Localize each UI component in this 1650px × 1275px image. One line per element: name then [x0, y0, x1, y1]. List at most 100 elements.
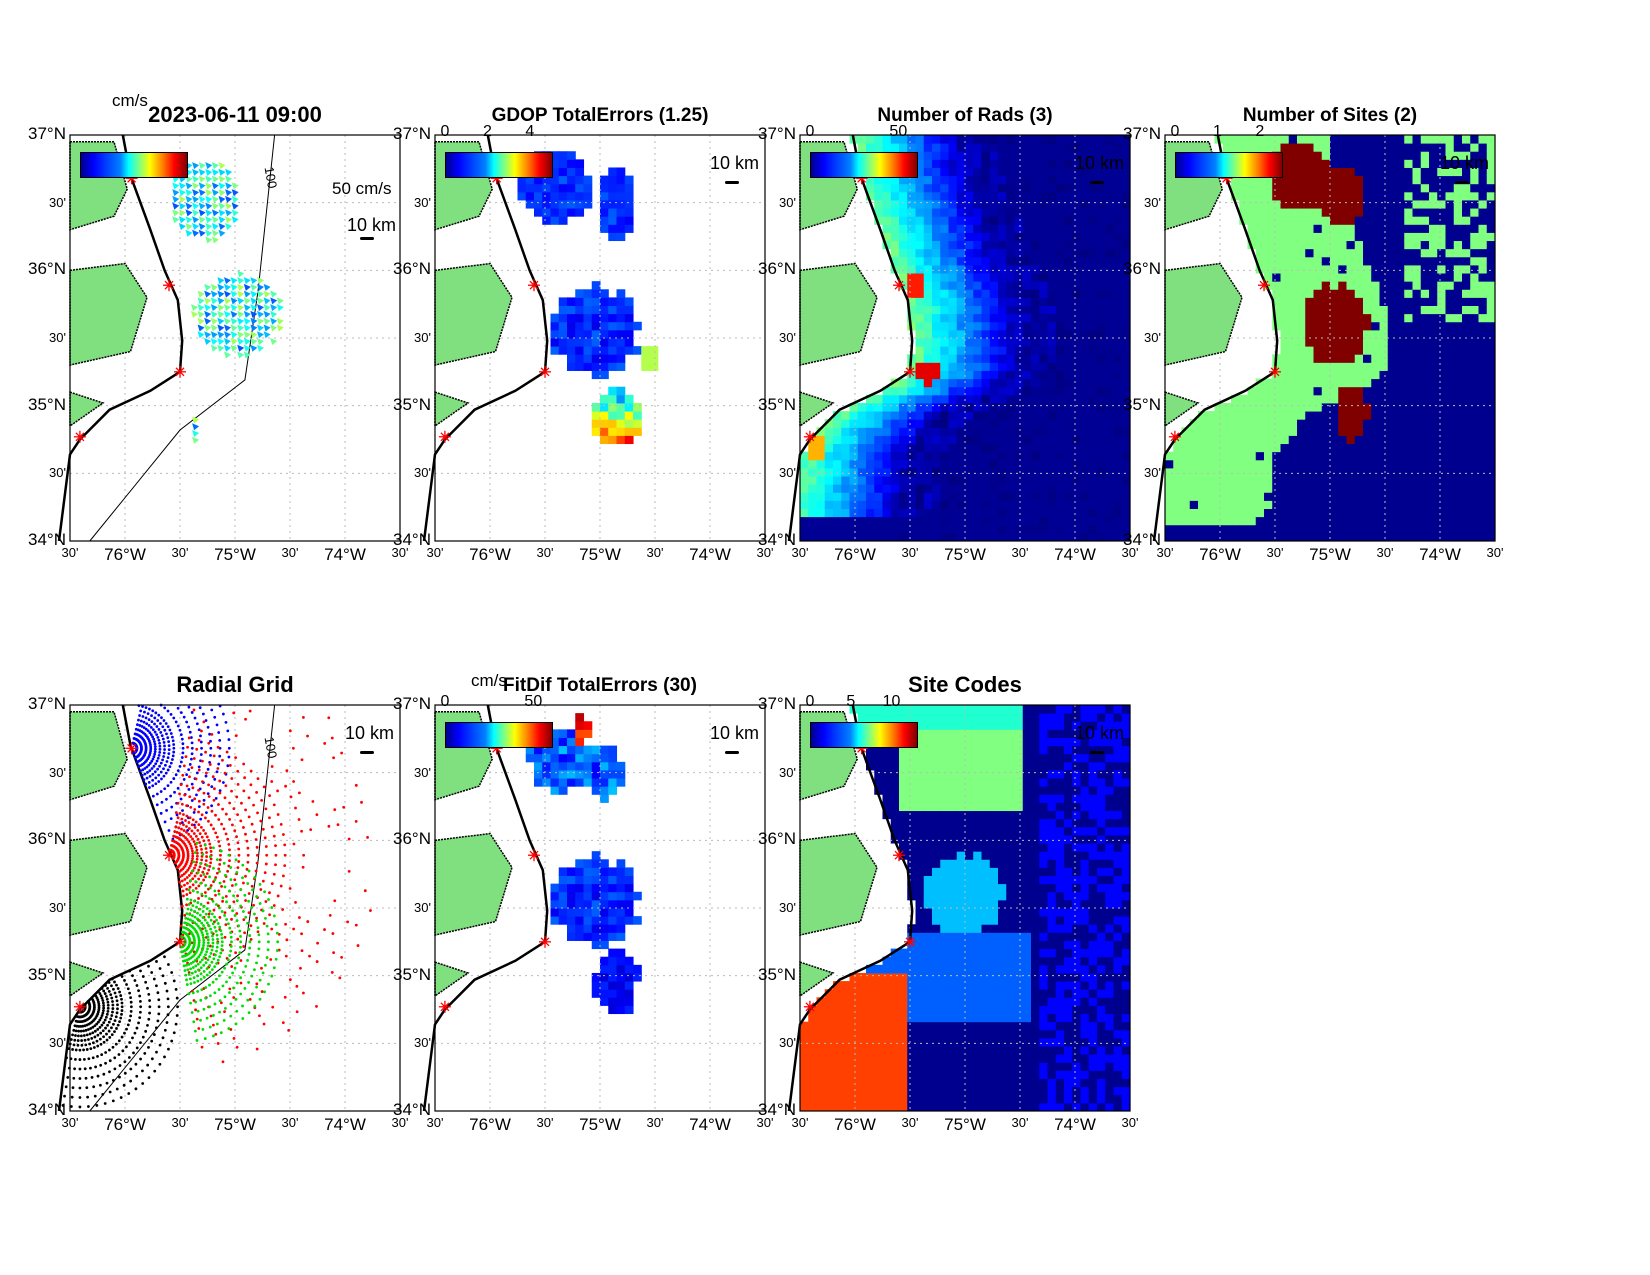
grid-cell: [1486, 264, 1496, 274]
grid-cell: [1462, 240, 1471, 250]
radial-grid-point: [176, 816, 180, 820]
grid-cell: [1313, 459, 1323, 469]
grid-cell: [1239, 484, 1249, 493]
grid-cell: [915, 370, 925, 380]
grid-cell: [1072, 199, 1082, 209]
grid-cell: [1173, 524, 1183, 534]
grid-cell: [1379, 378, 1389, 388]
grid-cell: [1105, 289, 1115, 298]
radial-grid-point: [217, 731, 221, 734]
grid-cell: [857, 443, 867, 453]
grid-cell: [965, 159, 974, 168]
grid-cell: [1264, 386, 1273, 396]
current-vector: [217, 338, 225, 345]
grid-cell: [1264, 532, 1273, 542]
grid-cell: [1478, 443, 1488, 453]
grid-cell: [1429, 411, 1438, 420]
radial-grid-point: [272, 904, 276, 907]
grid-cell: [1478, 273, 1488, 282]
grid-cell: [1255, 386, 1265, 396]
radial-grid-point: [160, 734, 164, 738]
radial-grid-point: [210, 733, 214, 736]
grid-cell: [1486, 183, 1496, 193]
grid-cell: [1346, 508, 1356, 518]
grid-cell: [981, 159, 991, 168]
radial-grid-point: [171, 739, 175, 743]
grid-cell: [1321, 273, 1331, 282]
grid-cell: [1346, 232, 1356, 242]
grid-cell: [998, 524, 1007, 534]
grid-cell: [1338, 435, 1348, 445]
radial-grid-point: [193, 866, 196, 870]
grid-cell: [1121, 370, 1131, 380]
grid-cell: [1396, 167, 1405, 177]
radial-grid-point: [363, 889, 367, 893]
grid-cell: [1363, 508, 1372, 518]
grid-cell: [1462, 183, 1471, 193]
grid-cell: [1031, 313, 1040, 323]
grid-cell: [989, 394, 999, 404]
grid-cell: [1080, 208, 1090, 217]
grid-cell: [1255, 524, 1265, 534]
radial-grid-point: [186, 852, 190, 856]
grid-cell: [1387, 427, 1397, 436]
grid-cell: [1387, 329, 1397, 339]
grid-cell: [932, 329, 941, 339]
current-vector: [172, 182, 180, 190]
radial-grid-point: [169, 712, 173, 716]
radial-grid-point: [147, 718, 151, 722]
grid-cell: [1420, 386, 1430, 396]
grid-cell: [1022, 492, 1032, 501]
grid-cell: [989, 492, 999, 501]
grid-cell: [1379, 524, 1389, 534]
grid-cell: [989, 289, 999, 298]
grid-cell: [1031, 500, 1040, 509]
radial-grid-point: [327, 824, 331, 828]
grid-cell: [1297, 191, 1306, 201]
grid-cell: [1330, 305, 1339, 315]
grid-cell: [1022, 370, 1032, 380]
grid-cell: [1330, 329, 1339, 339]
grid-cell: [1039, 313, 1049, 323]
grid-cell: [923, 370, 933, 380]
grid-cell: [1047, 443, 1057, 453]
radial-grid-point: [161, 758, 165, 762]
current-vector: [250, 310, 258, 318]
grid-cell: [1039, 516, 1049, 526]
grid-cell: [591, 362, 601, 371]
grid-cell: [600, 191, 609, 201]
grid-cell: [932, 151, 941, 160]
grid-cell: [1121, 232, 1131, 242]
grid-cell: [833, 443, 842, 453]
grid-cell: [808, 516, 818, 526]
grid-cell: [899, 419, 908, 428]
grid-cell: [525, 175, 535, 185]
grid-cell: [932, 289, 941, 298]
grid-cell: [1313, 451, 1323, 461]
grid-cell: [1113, 419, 1123, 428]
grid-cell: [948, 411, 958, 420]
grid-cell: [1412, 484, 1422, 493]
grid-cell: [1264, 135, 1273, 144]
grid-cell: [1330, 378, 1339, 388]
land-polygon: [69, 262, 148, 367]
axes-frame: [1164, 134, 1496, 542]
grid-cell: [1031, 484, 1040, 493]
grid-cell: [998, 451, 1007, 461]
radial-grid-point: [146, 771, 149, 774]
grid-cell: [608, 167, 618, 177]
grid-cell: [948, 508, 958, 518]
grid-cell: [1486, 329, 1496, 339]
grid-cell: [1047, 313, 1057, 323]
grid-cell: [1445, 305, 1455, 315]
grid-cell: [1280, 394, 1290, 404]
grid-cell: [1486, 427, 1496, 436]
grid-cell: [1255, 419, 1265, 428]
grid-cell: [1239, 532, 1249, 542]
grid-cell: [1039, 305, 1049, 315]
grid-cell: [1272, 484, 1282, 493]
current-vector: [204, 297, 212, 305]
radial-grid-point: [155, 759, 159, 763]
grid-cell: [816, 484, 826, 493]
grid-cell: [1453, 151, 1463, 160]
